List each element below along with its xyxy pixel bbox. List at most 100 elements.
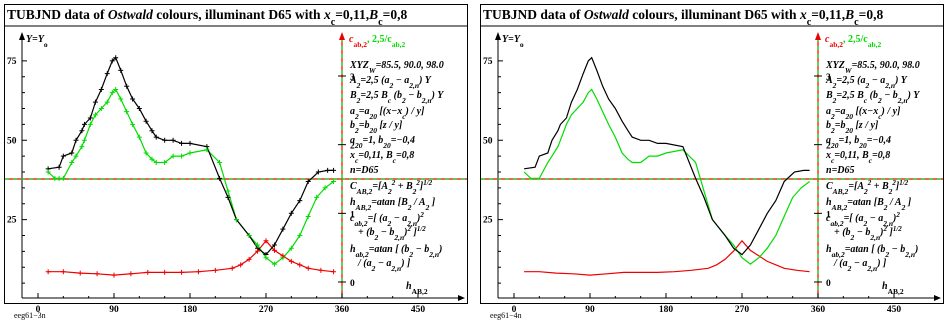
formula-line: CAB,2=[A22 + B22]1/2 [826, 179, 909, 196]
series-red-point [45, 269, 51, 275]
series-black-point [136, 106, 142, 111]
left-axis-arrow [19, 32, 25, 40]
y-axis-label: Y=Yo [502, 34, 524, 49]
series-green-point [69, 159, 75, 165]
series-green-point [314, 194, 320, 200]
series-black-point [271, 242, 277, 248]
series-red-point [111, 272, 117, 278]
series-black-point [315, 169, 321, 175]
formula-line: hab,2=atan [ (b2 − b2,n) [350, 244, 442, 259]
x-tick-label: 180 [659, 305, 674, 315]
series-red-point [195, 269, 201, 275]
series-red-point [331, 269, 337, 275]
x-tick-label: 270 [259, 305, 274, 315]
series-green-point [92, 112, 98, 118]
series-red-line [524, 239, 810, 276]
chart-title: TUBJND data of Ostwald colours, illumina… [483, 7, 883, 28]
formula-line: / (a2 − a2,n) ] [833, 258, 887, 273]
x-tick-label: 90 [109, 305, 119, 315]
series-black-point [60, 153, 66, 159]
series-red-point [145, 269, 151, 275]
series-green-point [56, 175, 62, 181]
series-black-point [331, 167, 337, 173]
right-axis-arrow [815, 32, 821, 40]
formula-line: a2=a20 [(x−xc) / y] [350, 106, 425, 121]
y2-tick-label: 0 [350, 279, 355, 289]
series-red-point [305, 265, 311, 271]
series-black-point [179, 140, 185, 146]
series-red-point [229, 265, 235, 271]
series-green-point [217, 159, 223, 165]
series-black-point [130, 96, 136, 102]
x-axis-arrow [934, 295, 941, 301]
series-green-point [98, 106, 104, 111]
x-axis-arrow [458, 295, 465, 301]
y-tick-label: 50 [483, 136, 493, 146]
y2-tick-label: 2 [826, 142, 831, 152]
series-black-point [69, 150, 75, 156]
series-black-point [187, 140, 193, 146]
series-black-point [162, 137, 168, 143]
x-tick-label: 270 [735, 305, 750, 315]
series-black-point [280, 226, 286, 232]
series-black-point [118, 67, 124, 73]
x-axis-label: hAB,2 [406, 281, 428, 296]
series-black-point [325, 167, 331, 173]
series-red-point [179, 269, 185, 275]
series-red-point [246, 256, 252, 262]
y2-tick-label: 3 [350, 73, 355, 83]
series-green-point [109, 90, 115, 96]
series-black-point [98, 86, 104, 92]
formula-line: a20=1, b20=−0,4 [826, 135, 891, 150]
series-black-point [297, 198, 303, 204]
y2-axis-label: cab,2, 2,5/cab,2 [825, 34, 882, 49]
series-green-line [523, 88, 810, 265]
x-tick-label: 450 [887, 305, 902, 315]
series-green-point [297, 233, 303, 238]
series-green-point [263, 255, 269, 261]
series-red-point [280, 253, 286, 259]
series-green-point [187, 150, 193, 156]
series-green-point [255, 242, 261, 248]
series-black-point [109, 58, 115, 64]
series-green-point [124, 109, 130, 115]
series-red-point [288, 258, 294, 264]
formula-line: b2=b20 [z / y] [350, 120, 403, 135]
series-black-point [92, 99, 98, 105]
series-green-point [204, 147, 210, 153]
formula-line: A2=2,5 (a2 − a2,n) Y [349, 75, 432, 90]
series-black-point [56, 164, 62, 170]
series-green-point [60, 175, 66, 181]
series-black-point [104, 71, 110, 77]
series-green-point [162, 159, 168, 165]
formula-line: cab,2=[ (a2 − a2,n)2 [350, 211, 424, 228]
series-black-point [149, 128, 155, 134]
formula-line: xc=0,11, Bc=0,8 [349, 150, 414, 165]
series-green-point [179, 153, 185, 159]
series-red-point [212, 267, 218, 273]
y-axis-label: Y=Yo [26, 34, 48, 49]
series-black-point [305, 179, 311, 185]
formula-line: b2=b20 [z / y] [826, 120, 879, 135]
formula-line: n=D65 [350, 165, 378, 176]
series-black-point [81, 121, 87, 127]
formula-line: / (a2 − a2,n) ] [357, 258, 411, 273]
y-tick-label: 75 [7, 57, 17, 67]
series-black-point [170, 137, 176, 143]
series-red-point [128, 271, 134, 277]
series-green-point [104, 99, 110, 105]
formula-line: hAB,2=atan [B2 / A2 ] [350, 197, 436, 212]
series-black-line [48, 56, 334, 256]
panel-1: TUBJND data of Ostwald colours, illumina… [4, 4, 468, 315]
panel-frame [4, 4, 468, 304]
formula-line: a20=1, b20=−0,4 [350, 135, 415, 150]
x-tick-label: 360 [335, 305, 350, 315]
series-black-point [124, 83, 130, 89]
x-tick-label: 0 [512, 305, 517, 315]
series-red-point [60, 269, 66, 275]
formula-line: + (b2 − b2,n)2 ]1/2 [834, 225, 902, 242]
series-black-point [217, 175, 223, 181]
left-axis-arrow [495, 32, 501, 40]
formula-line: xc=0,11, Bc=0,8 [825, 150, 890, 165]
